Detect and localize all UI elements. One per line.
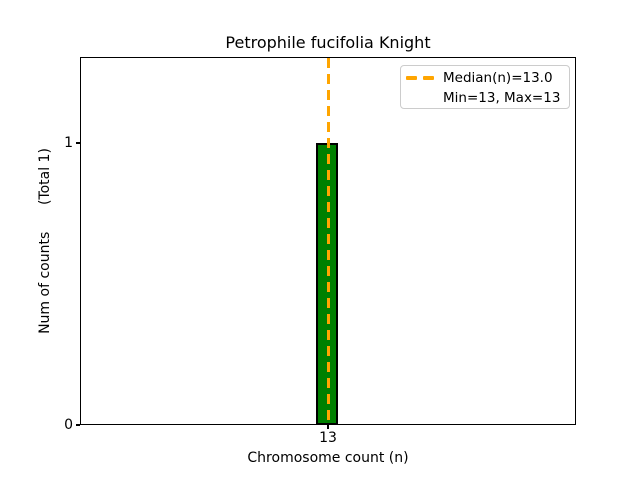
median-dashed-line — [327, 58, 330, 424]
legend-entry-median: Median(n)=13.0 — [406, 68, 563, 88]
y-tick-label-1: 1 — [64, 135, 73, 151]
legend-label-minmax: Min=13, Max=13 — [443, 90, 561, 106]
median-line-sample-icon — [406, 76, 434, 80]
plot-area — [80, 57, 576, 425]
legend-sample-spacer — [406, 96, 434, 100]
x-tickmark-13 — [327, 425, 329, 429]
y-tick-label-0: 0 — [64, 417, 73, 433]
x-axis-label: Chromosome count (n) — [247, 450, 409, 466]
legend: Median(n)=13.0 Min=13, Max=13 — [400, 65, 570, 109]
legend-label-median: Median(n)=13.0 — [443, 70, 553, 86]
chart-title: Petrophile fucifolia Knight — [225, 33, 431, 52]
y-axis-label: Num of counts (Total 1) — [37, 148, 53, 334]
legend-entry-minmax: Min=13, Max=13 — [406, 88, 563, 108]
y-tickmark-1 — [76, 142, 80, 144]
y-tickmark-0 — [76, 424, 80, 426]
x-tick-label-13: 13 — [319, 430, 337, 446]
